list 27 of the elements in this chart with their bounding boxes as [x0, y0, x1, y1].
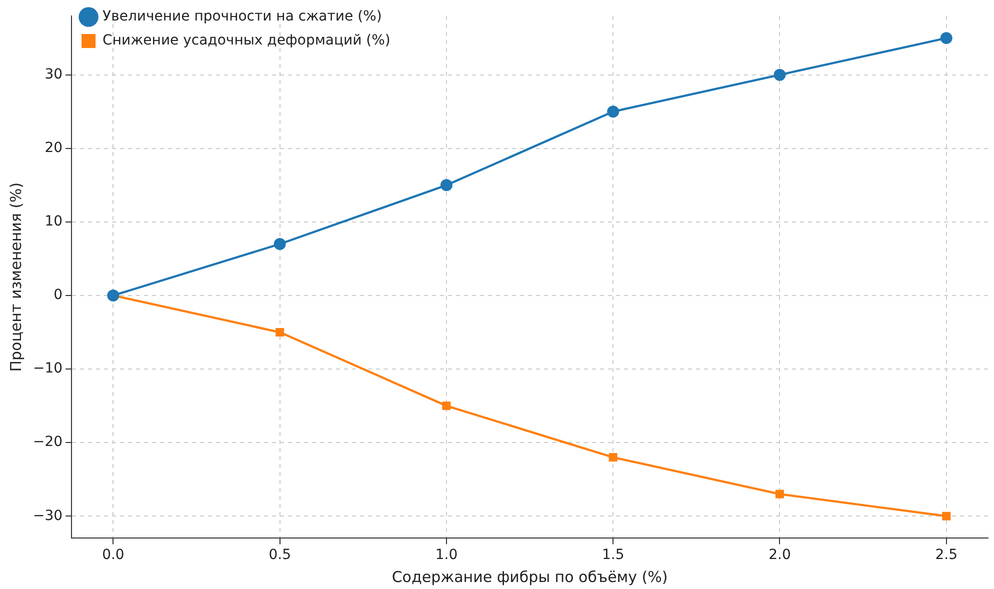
point [608, 453, 618, 462]
x-tick-label: 1.5 [602, 547, 624, 564]
y-tick-label: 10 [44, 214, 63, 230]
x-tick-label: 0.0 [102, 547, 124, 564]
legend-label: Снижение усадочных деформаций (%) [102, 32, 390, 49]
x-tick-label: 2.5 [935, 547, 958, 564]
y-tick-label: 20 [44, 140, 63, 156]
point [607, 106, 620, 118]
y-tick-label: 0 [54, 287, 63, 304]
y-tick-label: 30 [44, 66, 63, 82]
y-tick-label: −30 [33, 508, 63, 524]
point [940, 32, 952, 44]
x-tick-label: 2.0 [768, 547, 791, 564]
y-axis-title: Процент изменения (%) [6, 182, 25, 372]
x-tick-label: 0.5 [268, 547, 291, 564]
point [274, 238, 286, 250]
x-tick-label: 1.0 [435, 547, 458, 564]
legend-label: Увеличение прочности на сжатие (%) [102, 8, 382, 25]
y-tick-label: −10 [33, 360, 63, 377]
point [442, 402, 451, 410]
point [276, 328, 284, 337]
point [440, 179, 452, 192]
x-axis-title: Содержание фибры по объёму (%) [392, 568, 668, 586]
point [775, 490, 784, 498]
point [942, 512, 951, 520]
point [774, 68, 786, 81]
y-tick-label: −20 [33, 434, 63, 450]
